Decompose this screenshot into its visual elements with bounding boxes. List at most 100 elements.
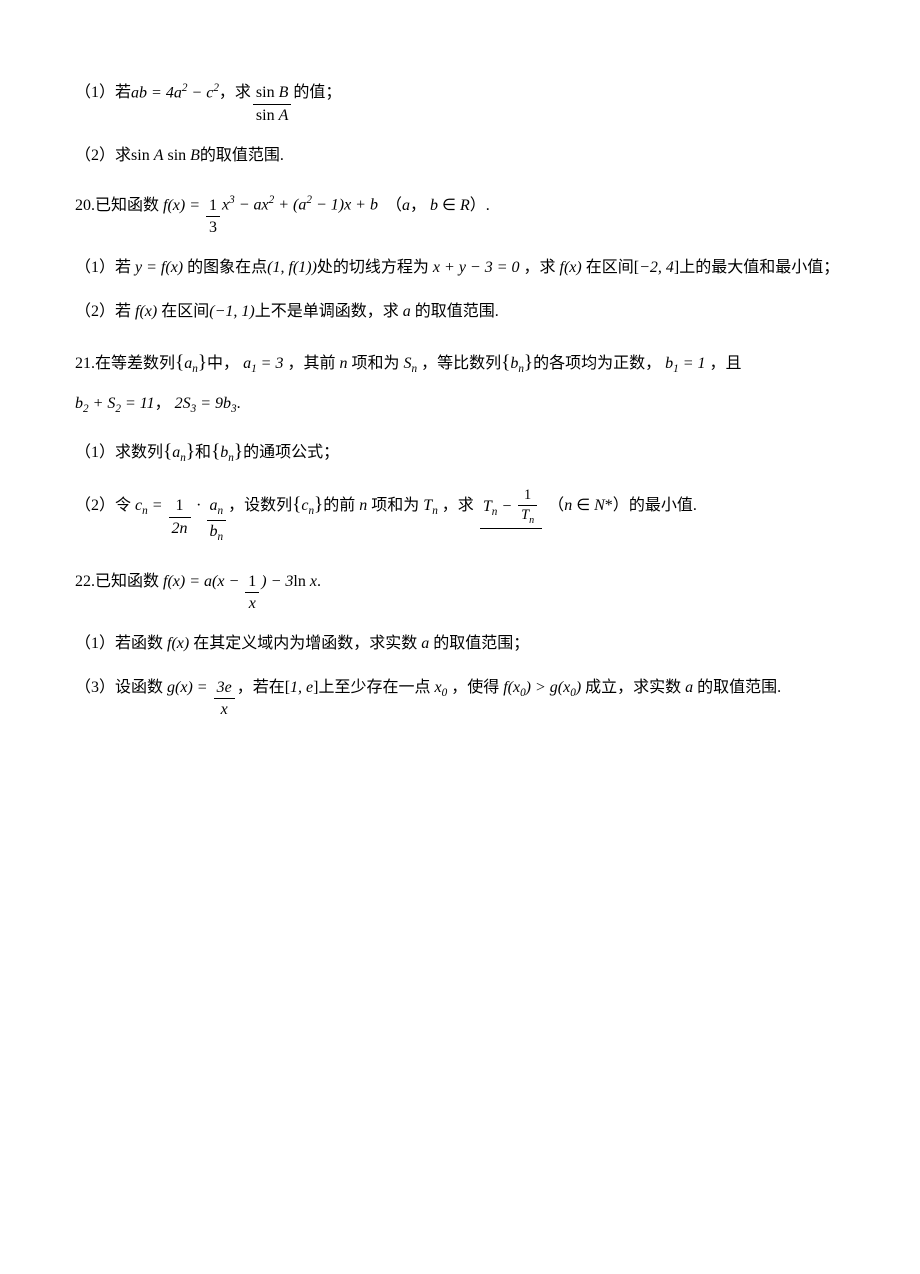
q21-stem-line1: 21. 在等差数列 {an} 中， a1 = 3 ，其前 n 项和为 Sn ，等… — [75, 348, 845, 379]
fx: f(x) — [556, 255, 586, 281]
gx-lhs: g(x) = — [163, 675, 212, 701]
frac-1-x: 1 x — [245, 572, 259, 613]
text: ，等比数列 — [421, 351, 501, 377]
label: （1）若函数 — [75, 631, 163, 657]
fx: f(x) = a(x − — [159, 569, 243, 595]
text: 在区间 — [161, 299, 209, 325]
n: n — [335, 351, 351, 377]
cond1: b2 + S2 = 11 — [75, 391, 155, 419]
text: 的最小值. — [629, 493, 697, 519]
fx-tail: ) − 3ln x — [261, 569, 317, 595]
text: 在区间 — [586, 255, 634, 281]
yfx: y = f(x) — [131, 255, 187, 281]
q22-part3: （3）设函数 g(x) = 3e x ，若在 [1, e] 上至少存在一点 x0… — [75, 675, 845, 719]
ineq: f(x0) > g(x0) — [499, 675, 585, 703]
a: a — [399, 299, 415, 325]
q20-part2: （2）若 f(x) 在区间 (−1, 1) 上不是单调函数，求 a 的取值范围. — [75, 299, 845, 325]
Tn: Tn — [419, 493, 442, 521]
expr: sin A sin B — [131, 143, 200, 169]
num: 21. — [75, 351, 95, 377]
q22-stem: 22. 已知函数 f(x) = a(x − 1 x ) − 3ln x . — [75, 569, 845, 613]
frac-1-2n: 1 2n — [169, 496, 191, 537]
text: ，若在 — [237, 675, 285, 701]
x0: x0 — [430, 675, 451, 703]
text: 上至少存在一点 — [318, 675, 430, 701]
label: （2）若 — [75, 299, 131, 325]
q21-part1: （1）求数列 {an} 和 {bn} 的通项公式； — [75, 437, 845, 468]
text: ，且 — [710, 351, 742, 377]
text: 上不是单调函数，求 — [255, 299, 399, 325]
label: （3）设函数 — [75, 675, 163, 701]
frac-1-3: 1 3 — [206, 196, 220, 237]
text: 的值； — [293, 80, 341, 106]
text: 的各项均为正数， — [533, 351, 661, 377]
text: 的取值范围. — [200, 143, 284, 169]
text: 的前 — [323, 493, 355, 519]
label: （2）求 — [75, 143, 131, 169]
sep: ， — [155, 391, 175, 417]
text: 已知函数 — [95, 569, 159, 595]
interval: [1, e] — [285, 675, 319, 701]
a1: a1 = 3 — [239, 351, 287, 379]
eq: ab = 4a2 − c2 — [131, 80, 219, 106]
text: 在等差数列 — [95, 351, 175, 377]
text: ，使得 — [451, 675, 499, 701]
fx-lhs: f(x) = — [159, 193, 204, 219]
text: 上的最大值和最小值； — [679, 255, 839, 281]
text: ，设数列 — [228, 493, 292, 519]
seq-an: {an} — [163, 437, 195, 468]
seq-bn: {bn} — [211, 437, 243, 468]
text: 成立，求实数 — [585, 675, 681, 701]
period: . — [317, 569, 321, 595]
text: 项和为 — [351, 351, 399, 377]
q19-part2: （2）求 sin A sin B 的取值范围. — [75, 143, 845, 169]
q21-stem-line2: b2 + S2 = 11 ， 2S3 = 9b3 . — [75, 391, 845, 419]
num: 20. — [75, 193, 95, 219]
q21-part2: （2）令 cn = 1 2n · an bn ，设数列 {cn} 的前 n 项和… — [75, 487, 845, 545]
text: ，求 — [524, 255, 556, 281]
frac-sinB-sinA: sin B sin A — [253, 83, 291, 124]
label: （1）若 — [75, 80, 131, 106]
text: 的图象在点 — [187, 255, 267, 281]
n: n — [355, 493, 371, 519]
text: 的取值范围. — [697, 675, 781, 701]
text: 中， — [207, 351, 239, 377]
frac-an-bn: an bn — [207, 496, 227, 544]
text: ，其前 — [287, 351, 335, 377]
q20-stem: 20. 已知函数 f(x) = 1 3 x3 − ax2 + (a2 − 1)x… — [75, 192, 845, 237]
cn-lhs: cn = — [131, 493, 167, 521]
seq-bn: {bn} — [501, 348, 533, 379]
cond2: 2S3 = 9b3 — [175, 391, 237, 419]
dot: · — [193, 493, 205, 519]
text: 的通项公式； — [243, 440, 339, 466]
a: a — [417, 631, 433, 657]
frac-final: Tn − 1Tn — [480, 487, 542, 530]
q20-part1: （1）若 y = f(x) 的图象在点 (1, f(1)) 处的切线方程为 x … — [75, 255, 845, 281]
text: 处的切线方程为 — [317, 255, 429, 281]
label: （2）令 — [75, 493, 131, 519]
seq-cn: {cn} — [292, 490, 323, 521]
q19-part1: （1）若 ab = 4a2 − c2 ，求 sin B sin A 的值； — [75, 80, 845, 125]
text: 的取值范围； — [433, 631, 529, 657]
interval: [−2, 4] — [634, 255, 679, 281]
text: ，求 — [219, 80, 251, 106]
num: 22. — [75, 569, 95, 595]
text: 和 — [195, 440, 211, 466]
text: 已知函数 — [95, 193, 159, 219]
text: ，求 — [442, 493, 474, 519]
label: （1）求数列 — [75, 440, 163, 466]
frac-3e-x: 3e x — [214, 678, 235, 719]
fx: f(x) — [163, 631, 193, 657]
text: 项和为 — [371, 493, 419, 519]
point: (1, f(1)) — [267, 255, 317, 281]
fx: f(x) — [131, 299, 161, 325]
Sn: Sn — [399, 351, 421, 379]
cond: （a， b ∈ R）. — [386, 193, 490, 219]
q22-part1: （1）若函数 f(x) 在其定义域内为增函数，求实数 a 的取值范围； — [75, 631, 845, 657]
tangent: x + y − 3 = 0 — [429, 255, 524, 281]
seq-an: {an} — [175, 348, 207, 379]
label: （1）若 — [75, 255, 131, 281]
interval: (−1, 1) — [209, 299, 254, 325]
cond: （n ∈ N*） — [548, 493, 629, 519]
fx-rhs: x3 − ax2 + (a2 − 1)x + b — [222, 192, 378, 218]
